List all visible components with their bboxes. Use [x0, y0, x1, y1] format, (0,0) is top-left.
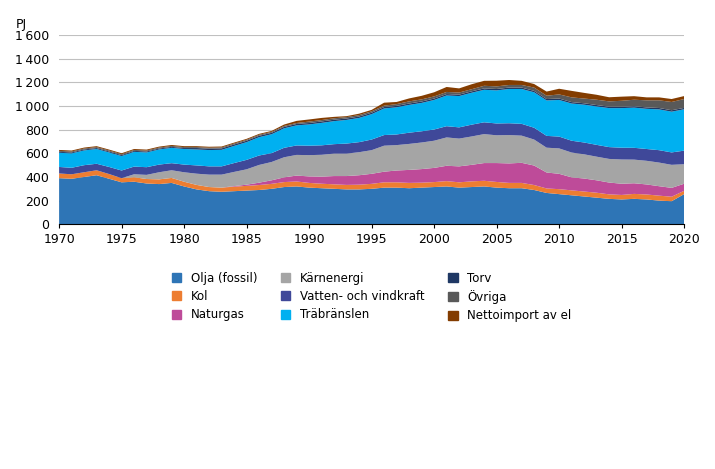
Text: PJ: PJ: [15, 18, 26, 31]
Legend: Olja (fossil), Kol, Naturgas, Kärnenergi, Vatten- och vindkraft, Träbränslen, To: Olja (fossil), Kol, Naturgas, Kärnenergi…: [172, 272, 571, 322]
